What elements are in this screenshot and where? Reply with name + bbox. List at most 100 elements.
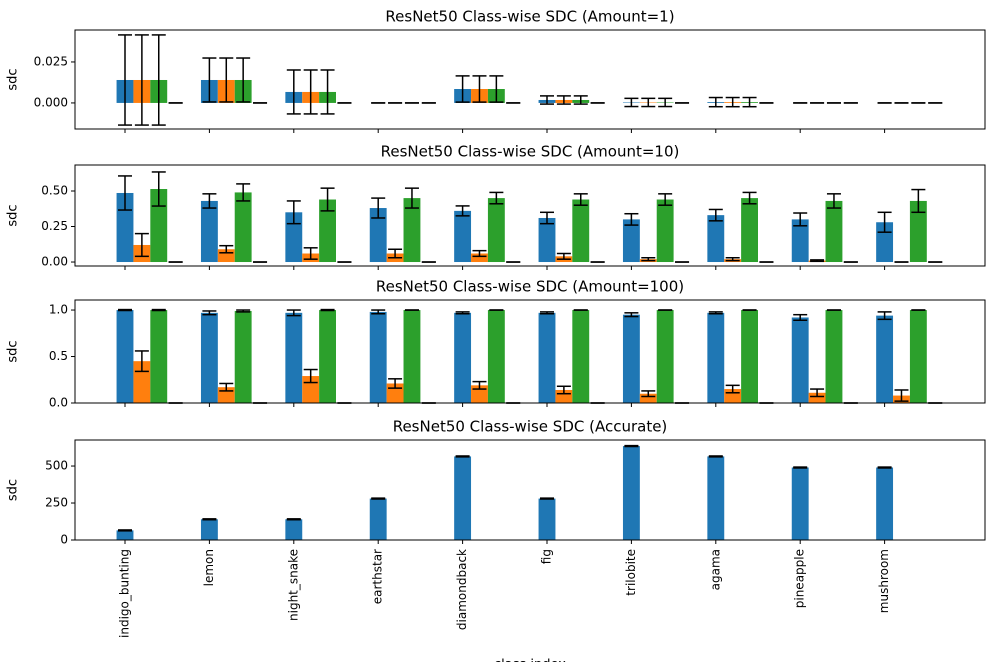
- error-bar: [303, 69, 318, 115]
- error-bar: [540, 211, 554, 225]
- x-axis-label: class index: [494, 658, 566, 662]
- bar: [285, 212, 303, 263]
- bar: [707, 312, 725, 403]
- bar: [403, 198, 421, 263]
- x-tick-label: fig: [540, 549, 554, 564]
- y-tick-label: 500: [45, 459, 68, 473]
- x-tick-label: pineapple: [793, 549, 807, 608]
- x-tick-label: agama: [708, 549, 722, 590]
- error-bar: [236, 183, 251, 202]
- error-bar: [793, 212, 808, 227]
- error-bar: [286, 309, 301, 317]
- chart-title: ResNet50 Class-wise SDC (Amount=100): [376, 278, 684, 296]
- error-bar: [489, 191, 504, 205]
- bar: [538, 217, 556, 263]
- error-bar: [219, 244, 234, 254]
- error-bar: [624, 212, 639, 226]
- error-bar: [540, 311, 554, 315]
- y-tick-label: 0.50: [41, 183, 68, 197]
- bar: [791, 467, 809, 540]
- bar: [808, 392, 826, 403]
- bar: [876, 467, 894, 540]
- bar: [791, 317, 809, 403]
- error-bar: [118, 308, 132, 312]
- bar: [285, 519, 303, 540]
- error-bar: [725, 384, 740, 394]
- error-bar: [134, 350, 149, 373]
- bar: [707, 456, 725, 540]
- bar: [200, 200, 218, 263]
- error-bar: [219, 382, 234, 392]
- error-bar: [388, 378, 403, 389]
- chart-title: ResNet50 Class-wise SDC (Accurate): [393, 418, 668, 436]
- error-bar: [658, 97, 673, 108]
- error-bar: [911, 188, 926, 214]
- bar: [656, 199, 674, 263]
- error-bar: [742, 191, 757, 205]
- y-axis-label: sdc: [6, 340, 21, 362]
- error-bar: [725, 257, 740, 262]
- error-bar: [236, 57, 251, 103]
- error-bar: [641, 390, 656, 398]
- bar: [656, 310, 674, 403]
- x-tick-label: night_snake: [286, 549, 300, 621]
- bar: [369, 498, 387, 540]
- x-tick-label: earthstar: [371, 549, 385, 604]
- bar: [487, 198, 505, 263]
- plot-frame: [74, 299, 986, 404]
- error-bar: [793, 313, 808, 322]
- error-bar: [151, 171, 166, 207]
- y-tick-label: 1.0: [49, 303, 68, 317]
- bar: [622, 446, 640, 540]
- error-bar: [404, 187, 419, 209]
- error-bar: [118, 34, 132, 126]
- y-tick-label: 0: [60, 533, 68, 547]
- error-bar: [877, 311, 892, 321]
- error-bar: [455, 311, 470, 315]
- bar: [825, 200, 843, 263]
- bar: [572, 310, 590, 403]
- error-bar: [573, 193, 588, 206]
- bar: [116, 530, 134, 540]
- error-bar: [455, 205, 470, 217]
- error-bar: [540, 95, 554, 105]
- error-bar: [202, 310, 217, 316]
- error-bar: [742, 96, 757, 108]
- error-bar: [556, 385, 571, 395]
- y-tick-label: 0.25: [41, 219, 68, 233]
- error-bar: [641, 257, 656, 262]
- error-bar: [708, 455, 723, 458]
- bar: [538, 312, 556, 403]
- bar: [741, 198, 758, 263]
- bar: [150, 189, 168, 263]
- error-bar: [540, 497, 554, 500]
- error-bar: [202, 518, 217, 521]
- bar: [369, 208, 387, 263]
- error-bar: [320, 69, 335, 115]
- y-tick-label: 250: [45, 496, 68, 510]
- error-bar: [472, 380, 487, 390]
- error-bar: [151, 34, 166, 126]
- y-tick-label: 0.00: [41, 255, 68, 269]
- error-bar: [303, 247, 318, 260]
- error-bar: [573, 95, 588, 105]
- error-bar: [320, 308, 335, 312]
- bar: [791, 219, 809, 263]
- error-bar: [303, 368, 318, 384]
- x-tick-label: diamondback: [455, 549, 469, 630]
- y-tick-label: 0.0: [49, 396, 68, 410]
- bar: [116, 310, 134, 403]
- error-bar: [286, 518, 301, 521]
- error-bar: [202, 193, 217, 209]
- error-bar: [118, 175, 132, 211]
- error-bar: [455, 75, 470, 103]
- bar: [200, 519, 218, 540]
- bar: [369, 311, 387, 403]
- plot-frame: [74, 439, 986, 541]
- error-bar: [134, 232, 149, 258]
- bar: [471, 253, 488, 263]
- bar: [319, 199, 336, 263]
- error-bar: [472, 249, 487, 258]
- y-axis-label: sdc: [6, 68, 21, 90]
- y-axis-label: sdc: [6, 204, 21, 226]
